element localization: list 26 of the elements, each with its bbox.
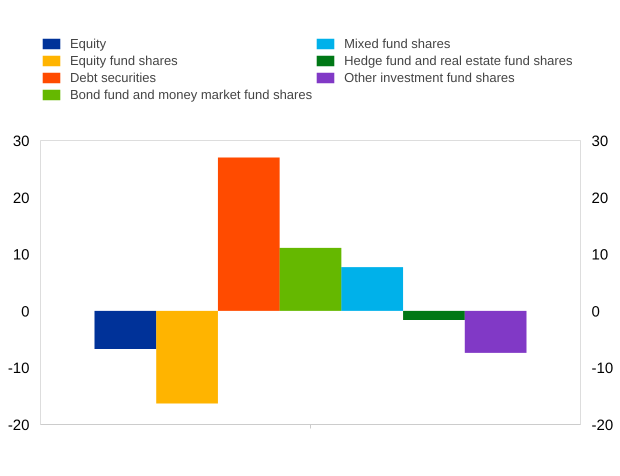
bar <box>94 310 156 349</box>
y2-tick-label: -20 <box>592 417 614 434</box>
y2-tick-label: 30 <box>592 133 608 150</box>
y-tick-label: -20 <box>8 417 30 434</box>
y-tick-label: 10 <box>12 246 30 264</box>
legend-label: Equity <box>70 36 106 51</box>
legend-label: Debt securities <box>70 70 156 85</box>
y-tick-label: -10 <box>8 360 30 378</box>
y2-tick-label: 20 <box>592 190 608 207</box>
y-tick-label: 20 <box>12 190 30 207</box>
y2-tick-label: -10 <box>592 360 614 378</box>
y2-tick-label: 10 <box>592 246 608 264</box>
bar <box>280 248 342 311</box>
legend-label: Hedge fund and real estate fund shares <box>344 53 572 68</box>
legend-label: Mixed fund shares <box>344 36 450 51</box>
bar <box>218 158 280 311</box>
y2-tick-label: 0 <box>592 303 600 320</box>
legend-label: Other investment fund shares <box>344 70 515 85</box>
y-tick-label: 30 <box>12 133 30 150</box>
legend-label: Equity fund shares <box>70 53 178 68</box>
bar <box>341 267 404 311</box>
legend-label: Bond fund and money market fund shares <box>70 87 312 102</box>
bar <box>403 310 465 320</box>
y-tick-label: 0 <box>21 303 30 320</box>
bar <box>464 310 526 353</box>
bar <box>156 310 218 404</box>
